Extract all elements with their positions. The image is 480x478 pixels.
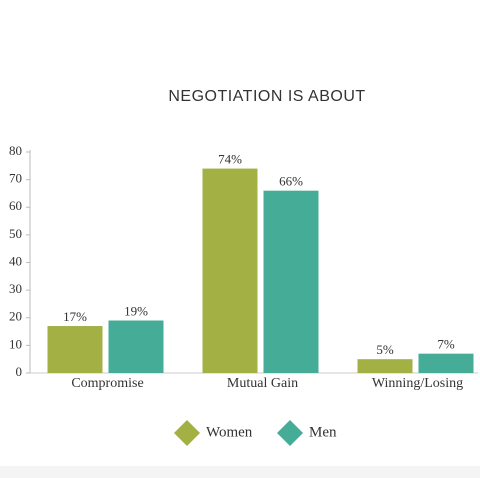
footer-band [0,466,480,478]
chart-title: NEGOTIATION IS ABOUT [168,88,365,105]
data-label: 19% [124,303,148,318]
y-tick-label: 70 [9,171,22,186]
bar [263,190,319,373]
x-tick-label: Mutual Gain [227,376,298,391]
bar [418,353,474,373]
data-label: 66% [279,174,303,189]
y-tick-label: 60 [9,198,22,213]
legend-swatch [174,420,200,446]
data-label: 74% [218,152,242,167]
y-tick-label: 10 [9,336,22,351]
data-label: 7% [437,337,455,352]
y-tick-label: 30 [9,281,22,296]
x-tick-label: Compromise [71,376,143,391]
y-tick-label: 0 [16,364,23,379]
y-tick-label: 80 [9,143,22,158]
y-tick-label: 50 [9,226,22,241]
x-tick-label: Winning/Losing [372,376,463,391]
bar [357,359,413,373]
data-label: 17% [63,309,87,324]
y-tick-label: 40 [9,253,22,268]
bar [47,326,103,373]
legend-label: Men [309,424,337,440]
y-tick-label: 20 [9,309,22,324]
bar [202,168,258,373]
legend-swatch [277,420,303,446]
legend-label: Women [206,424,253,440]
bar [108,320,164,373]
data-label: 5% [376,342,394,357]
